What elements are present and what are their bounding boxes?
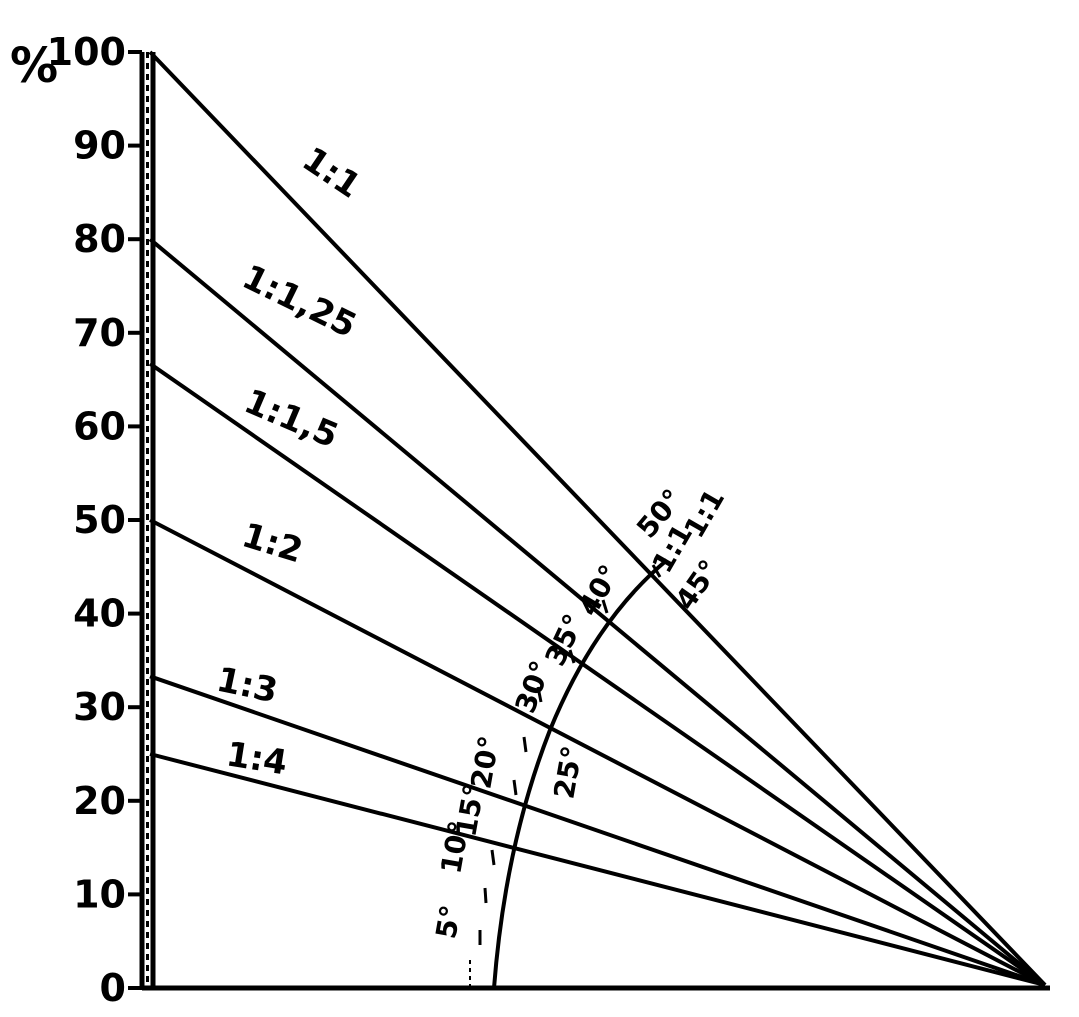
axis-unit-label: % [10, 38, 58, 94]
ray-label: 1:1,5 [238, 381, 343, 456]
axis-tick-label: 30 [73, 685, 126, 729]
axis-tick-label: 0 [100, 966, 126, 1010]
ray-line [149, 674, 1046, 987]
axis-tick-label: 80 [73, 217, 126, 261]
axis-tick-label: 20 [73, 779, 126, 823]
axis-tick-label: 70 [73, 311, 126, 355]
slope-rays: 1:11:1,251:1,51:21:31:4 [148, 50, 1047, 987]
axis-tick-label: 100 [47, 30, 126, 74]
arc-ticks [478, 564, 662, 945]
angle-label-20: 20° [464, 733, 506, 791]
angle-label-25: 25° [547, 743, 589, 801]
ray-line [149, 518, 1046, 987]
angle-labels: 5° 10° 15° 20° 25° 30° 35° 40° 45° 50° 1… [429, 483, 731, 942]
angle-arc [492, 558, 669, 989]
axis-tick-label: 60 [73, 404, 126, 448]
ray-label: 1:4 [224, 734, 290, 783]
axis-ticks: 0 10 20 30 40 50 60 70 80 90 100 [47, 30, 142, 1010]
ray-label: 1:2 [237, 515, 307, 571]
ray-line [148, 362, 1047, 987]
ray-line [148, 50, 1047, 987]
axis-tick-label: 40 [73, 592, 126, 636]
ray-label: 1:1,25 [236, 257, 362, 346]
axis-tick-label: 90 [73, 124, 126, 168]
angle-label-30: 30° [509, 656, 558, 717]
ray-label: 1:1 [295, 139, 368, 206]
ray-line [149, 752, 1046, 987]
ray-line [148, 237, 1047, 987]
angle-label-5: 5° [429, 903, 467, 942]
axis-tick-label: 10 [73, 872, 126, 916]
axis-tick-label: 50 [73, 498, 126, 542]
